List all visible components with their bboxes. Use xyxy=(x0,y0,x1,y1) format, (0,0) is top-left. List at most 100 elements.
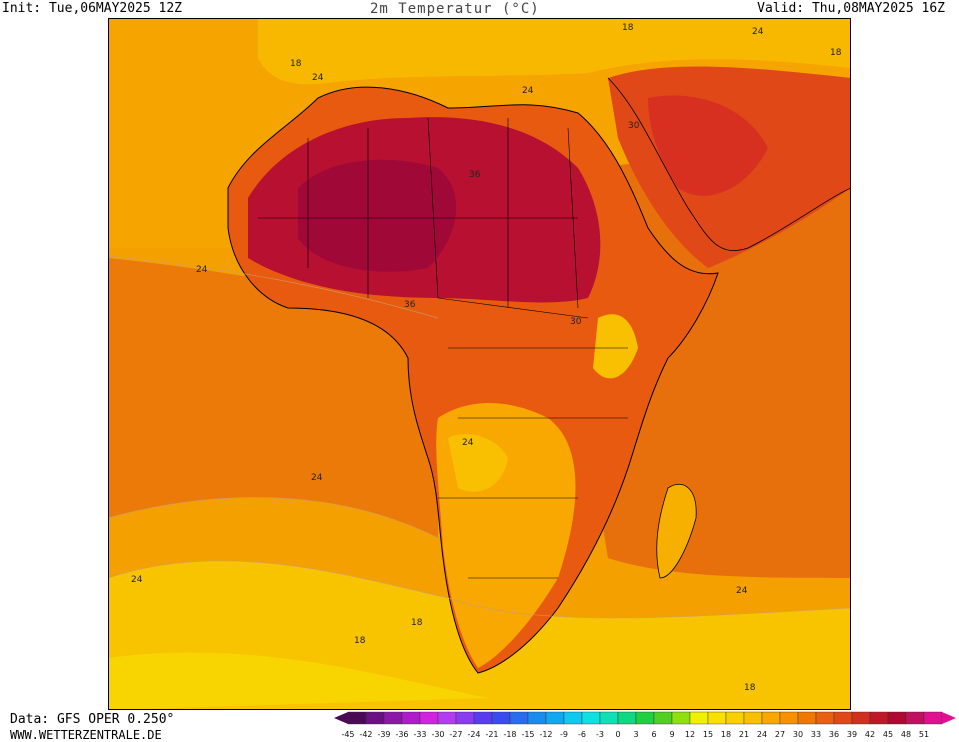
contour-label: 30 xyxy=(628,121,640,131)
legend-swatch xyxy=(383,711,403,725)
contour-label: 18 xyxy=(830,48,842,58)
legend-tick-label: -6 xyxy=(578,730,586,739)
legend-swatch xyxy=(707,711,727,725)
contour-label: 24 xyxy=(752,27,764,37)
legend-tick-label: 24 xyxy=(757,730,767,739)
legend-tick-label: 18 xyxy=(721,730,731,739)
legend-tick-label: 30 xyxy=(793,730,803,739)
legend-tick-label: -33 xyxy=(413,730,426,739)
legend-swatch xyxy=(347,711,367,725)
legend-swatch xyxy=(869,711,889,725)
legend-swatch xyxy=(491,711,511,725)
contour-label: 36 xyxy=(469,170,481,180)
legend-swatch xyxy=(743,711,763,725)
legend-swatch xyxy=(671,711,691,725)
legend-swatch xyxy=(581,711,601,725)
legend-swatch xyxy=(473,711,493,725)
legend-swatch xyxy=(851,711,871,725)
legend-swatch xyxy=(923,711,943,725)
legend-tick-label: 0 xyxy=(615,730,620,739)
legend-swatch xyxy=(563,711,583,725)
legend-swatch xyxy=(779,711,799,725)
legend-tick-label: 27 xyxy=(775,730,785,739)
legend-tick-label: 33 xyxy=(811,730,821,739)
country-borders xyxy=(258,117,628,579)
data-source-label: Data: GFS OPER 0.250° xyxy=(10,712,175,727)
legend-tick-label: -39 xyxy=(377,730,390,739)
legend-swatches xyxy=(334,711,956,725)
legend-swatch xyxy=(635,711,655,725)
legend-tick-label: -15 xyxy=(521,730,534,739)
map-frame xyxy=(108,18,851,710)
arabia-coast xyxy=(607,77,851,251)
legend-tick-label: 39 xyxy=(847,730,857,739)
contour-label: 24 xyxy=(311,473,323,483)
contour-label: 36 xyxy=(404,300,416,310)
contour-label: 18 xyxy=(354,636,366,646)
legend-tick-label: 3 xyxy=(633,730,638,739)
legend-arrow-left xyxy=(334,712,348,724)
legend-swatch xyxy=(617,711,637,725)
legend-swatch xyxy=(653,711,673,725)
contour-label: 18 xyxy=(744,683,756,693)
color-legend: -45 -42 -39 -36 -33 -30 -27 -24 -21 -18 -15 -12 -9 -6… xyxy=(334,711,956,739)
valid-time-label: Valid: Thu,08MAY2025 16Z xyxy=(757,1,945,16)
map-title: 2m Temperatur (°C) xyxy=(370,1,540,17)
legend-tick-label: -24 xyxy=(467,730,480,739)
europe-mediterranean xyxy=(258,18,851,85)
legend-swatch xyxy=(419,711,439,725)
legend-tick-label: -18 xyxy=(503,730,516,739)
legend-tick-label: -36 xyxy=(395,730,408,739)
legend-swatch xyxy=(797,711,817,725)
legend-tick-label: -45 xyxy=(341,730,354,739)
legend-swatch xyxy=(455,711,475,725)
legend-swatch xyxy=(599,711,619,725)
contour-label: 24 xyxy=(522,86,534,96)
legend-tick-label: 51 xyxy=(919,730,929,739)
temperature-map: 18 24 18 24 24 18 30 36 24 36 30 24 24 2… xyxy=(108,18,851,710)
legend-tick-label: -9 xyxy=(560,730,568,739)
isotherm-lines xyxy=(108,255,851,619)
east-african-highlands xyxy=(593,314,638,379)
legend-tick-label: 15 xyxy=(703,730,713,739)
website-label: WWW.WETTERZENTRALE.DE xyxy=(10,728,162,742)
contour-label: 24 xyxy=(131,575,143,585)
legend-swatch xyxy=(887,711,907,725)
legend-swatch xyxy=(509,711,529,725)
legend-arrow-right xyxy=(942,712,956,724)
contour-label: 24 xyxy=(736,586,748,596)
legend-tick-label: 12 xyxy=(685,730,695,739)
legend-swatch xyxy=(815,711,835,725)
madagascar-outline xyxy=(656,483,697,579)
legend-tick-label: 6 xyxy=(651,730,656,739)
legend-tick-label: -30 xyxy=(431,730,444,739)
legend-tick-label: 36 xyxy=(829,730,839,739)
legend-swatch xyxy=(833,711,853,725)
coastline xyxy=(227,86,719,674)
contour-label: 18 xyxy=(411,618,423,628)
legend-swatch xyxy=(365,711,385,725)
madagascar xyxy=(656,484,697,578)
contour-label: 18 xyxy=(290,59,302,69)
legend-tick-label: 48 xyxy=(901,730,911,739)
contour-label: 24 xyxy=(196,265,208,275)
legend-swatch xyxy=(437,711,457,725)
contour-label: 18 xyxy=(622,23,634,33)
contour-label: 24 xyxy=(462,438,474,448)
warm-ocean-band xyxy=(108,258,438,538)
contour-label: 30 xyxy=(570,317,582,327)
contour-label: 24 xyxy=(312,73,324,83)
init-time-label: Init: Tue,06MAY2025 12Z xyxy=(2,1,183,16)
legend-swatch xyxy=(527,711,547,725)
legend-swatch xyxy=(761,711,781,725)
legend-labels: -45 -42 -39 -36 -33 -30 -27 -24 -21 -18 -15 -12 -9 -6… xyxy=(341,730,929,739)
legend-tick-label: -42 xyxy=(359,730,372,739)
legend-swatch xyxy=(401,711,421,725)
legend-tick-label: 9 xyxy=(669,730,674,739)
legend-swatch xyxy=(689,711,709,725)
legend-tick-label: -12 xyxy=(539,730,552,739)
legend-tick-label: 21 xyxy=(739,730,749,739)
legend-swatch xyxy=(545,711,565,725)
legend-tick-label: -21 xyxy=(485,730,498,739)
legend-swatch xyxy=(905,711,925,725)
